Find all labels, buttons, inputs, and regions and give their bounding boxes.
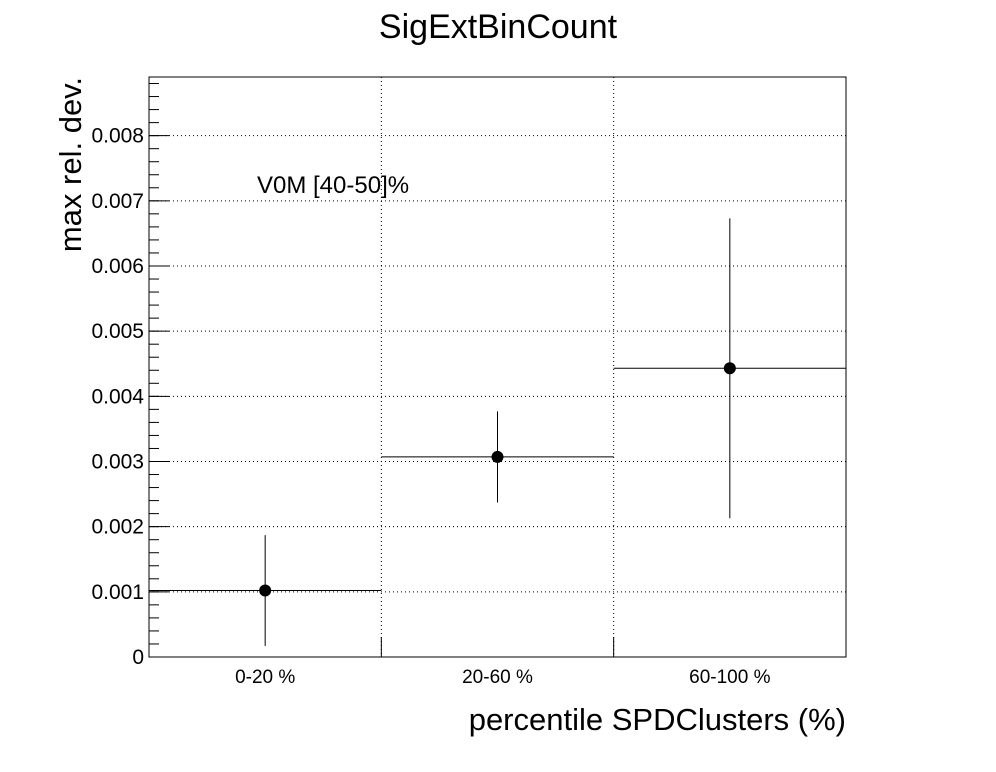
y-tick-label: 0.001: [91, 581, 144, 604]
y-tick-label: 0.002: [91, 516, 144, 539]
y-tick-label: 0.007: [91, 190, 144, 213]
y-tick-label: 0.008: [91, 125, 144, 148]
y-tick-label: 0: [132, 646, 144, 669]
data-point: [491, 450, 504, 463]
annotation-label: V0M [40-50]%: [257, 172, 409, 199]
x-axis-title: percentile SPDClusters (%): [469, 702, 846, 737]
data-point: [259, 584, 272, 597]
x-category-label: 20-60 %: [462, 667, 533, 688]
chart-title: SigExtBinCount: [379, 8, 618, 46]
data-marks: [149, 218, 846, 646]
y-tick-label: 0.005: [91, 320, 144, 343]
y-tick-label: 0.004: [91, 385, 144, 408]
plot-frame: [148, 76, 847, 658]
x-category-label: 0-20 %: [235, 667, 295, 688]
y-axis-title: max rel. dev.: [53, 77, 88, 252]
y-tick-label: 0.006: [91, 255, 144, 278]
data-point: [723, 362, 736, 375]
x-category-label: 60-100 %: [689, 667, 770, 688]
x-axis: 0-20 % 20-60 % 60-100 %: [235, 637, 771, 688]
y-tick-label: 0.003: [91, 450, 144, 473]
grid-lines: [149, 77, 846, 657]
y-axis: 0 0.001 0.002 0.003 0.004 0.005 0.006 0.007 0.00…: [91, 83, 169, 669]
